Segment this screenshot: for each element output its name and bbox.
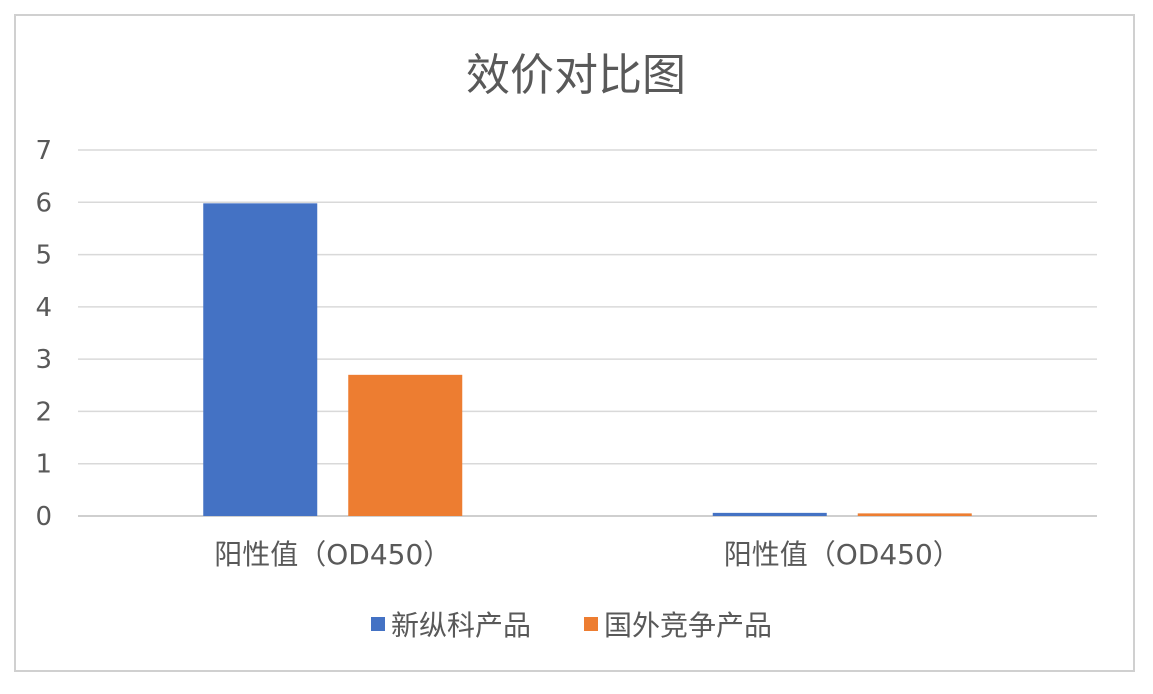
bars bbox=[203, 203, 972, 516]
legend-swatch-series-2 bbox=[584, 617, 598, 631]
bar-series-1-category-1 bbox=[203, 203, 318, 516]
legend-swatch-series-1 bbox=[371, 617, 385, 631]
chart-frame bbox=[14, 14, 1135, 672]
bar-series-2-category-2 bbox=[857, 513, 972, 516]
bar-series-1-category-2 bbox=[712, 512, 827, 516]
legend-label-series-2: 国外竞争产品 bbox=[604, 609, 772, 642]
y-tick-label: 2 bbox=[35, 397, 52, 427]
y-tick-label: 6 bbox=[35, 188, 52, 218]
x-category-label: 阳性值（OD450） bbox=[214, 538, 451, 571]
y-tick-label: 7 bbox=[35, 136, 52, 166]
y-axis-ticks: 0 1 2 3 4 5 6 7 bbox=[35, 136, 52, 532]
y-tick-label: 3 bbox=[35, 345, 52, 375]
legend-label-series-1: 新纵科产品 bbox=[391, 609, 531, 642]
chart-title: 效价对比图 bbox=[466, 50, 686, 101]
y-tick-label: 4 bbox=[35, 293, 52, 323]
y-tick-label: 5 bbox=[35, 241, 52, 271]
x-axis-categories: 阳性值（OD450） 阳性值（OD450） bbox=[214, 538, 961, 571]
y-tick-label: 0 bbox=[35, 502, 52, 532]
legend: 新纵科产品 国外竞争产品 bbox=[371, 609, 772, 642]
x-category-label: 阳性值（OD450） bbox=[724, 538, 961, 571]
bar-series-2-category-1 bbox=[348, 374, 463, 516]
y-tick-label: 1 bbox=[35, 450, 52, 480]
